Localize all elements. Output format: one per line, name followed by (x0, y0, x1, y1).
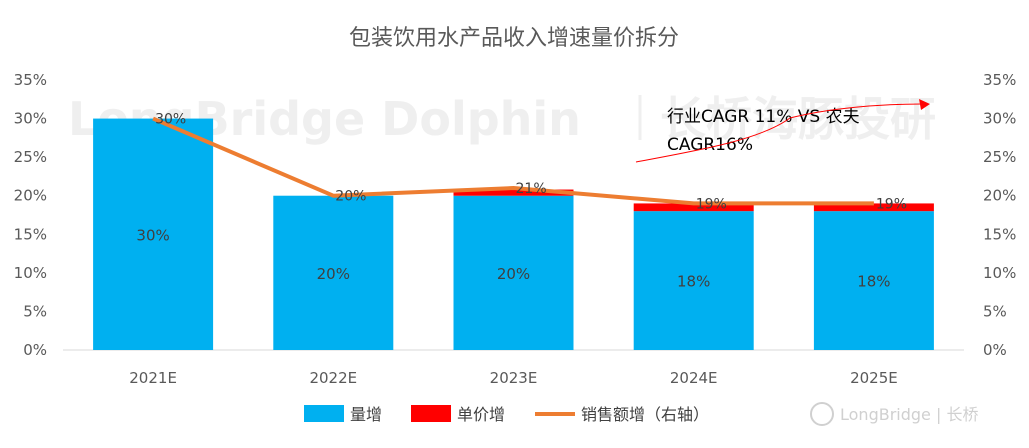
annotation-line1: 行业CAGR 11% VS 农夫 (667, 107, 860, 127)
y2-tick-label: 5% (983, 302, 1007, 320)
legend-label-revenue: 销售额增（右轴） (581, 405, 709, 424)
bar-value-label: 30% (136, 226, 169, 244)
legend-swatch-volume (304, 405, 344, 422)
y2-tick-label: 20% (983, 187, 1016, 205)
x-axis: 2021E 2022E 2023E 2024E 2025E (129, 369, 897, 387)
line-value-label: 19% (876, 196, 907, 212)
y2-tick-label: 10% (983, 264, 1016, 282)
y-tick-label: 10% (14, 264, 47, 282)
y-tick-label: 5% (23, 302, 47, 320)
bar-value-label: 18% (677, 273, 710, 291)
bar-price (813, 203, 934, 212)
line-value-label: 19% (696, 196, 727, 212)
annotation-arrow-head (919, 99, 930, 110)
bar-volume (273, 195, 394, 350)
bar-volume (453, 195, 574, 350)
legend: 量增 单价增 销售额增（右轴） (304, 405, 709, 424)
annotation: 行业CAGR 11% VS 农夫 CAGR16% (635, 99, 930, 163)
line-value-label: 20% (335, 189, 366, 205)
bar-value-label: 20% (317, 265, 350, 283)
legend-label-price: 单价增 (457, 405, 505, 424)
y-tick-label: 35% (14, 71, 47, 89)
watermark-text-cn: 长桥海豚投研 (660, 92, 936, 146)
x-tick-label: 2021E (129, 369, 177, 387)
y-axis-left: 0% 5% 10% 15% 20% 25% 30% 35% (14, 71, 47, 359)
y-tick-label: 0% (23, 341, 47, 359)
line-layer: 30% 20% 21% 19% 19% (152, 112, 907, 212)
bar-price (633, 203, 754, 212)
bars-layer: 30% 20% 20% 18% 18% (93, 118, 934, 350)
annotation-arrow-line (635, 103, 923, 163)
y-tick-label: 15% (14, 225, 47, 243)
y-tick-label: 25% (14, 148, 47, 166)
logo-icon (810, 402, 834, 426)
y2-tick-label: 15% (983, 225, 1016, 243)
y-tick-label: 30% (14, 110, 47, 128)
annotation-line2: CAGR16% (667, 135, 753, 155)
bar-volume (93, 118, 214, 350)
x-tick-label: 2023E (490, 369, 538, 387)
x-tick-label: 2022E (309, 369, 357, 387)
line-value-label: 30% (155, 112, 186, 128)
y-tick-label: 20% (14, 187, 47, 205)
line-revenue (152, 116, 874, 206)
bar-volume (813, 211, 934, 350)
chart-title: 包装饮用水产品收入增速量价拆分 (349, 26, 679, 51)
bar-volume (633, 211, 754, 350)
bar-value-label: 20% (497, 265, 530, 283)
line-value-label: 21% (516, 181, 547, 197)
legend-label-volume: 量增 (350, 405, 382, 424)
y2-tick-label: 35% (983, 71, 1016, 89)
y-axis-right: 0% 5% 10% 15% 20% 25% 30% 35% (983, 71, 1016, 359)
y2-tick-label: 0% (983, 341, 1007, 359)
y2-tick-label: 25% (983, 148, 1016, 166)
logo-watermark: LongBridge | 长桥 (810, 402, 978, 426)
y2-tick-label: 30% (983, 110, 1016, 128)
bar-value-label: 18% (857, 273, 890, 291)
x-tick-label: 2024E (670, 369, 718, 387)
legend-swatch-price (411, 405, 451, 422)
bar-price (453, 189, 574, 196)
logo-text: LongBridge | 长桥 (840, 405, 978, 424)
x-tick-label: 2025E (850, 369, 898, 387)
